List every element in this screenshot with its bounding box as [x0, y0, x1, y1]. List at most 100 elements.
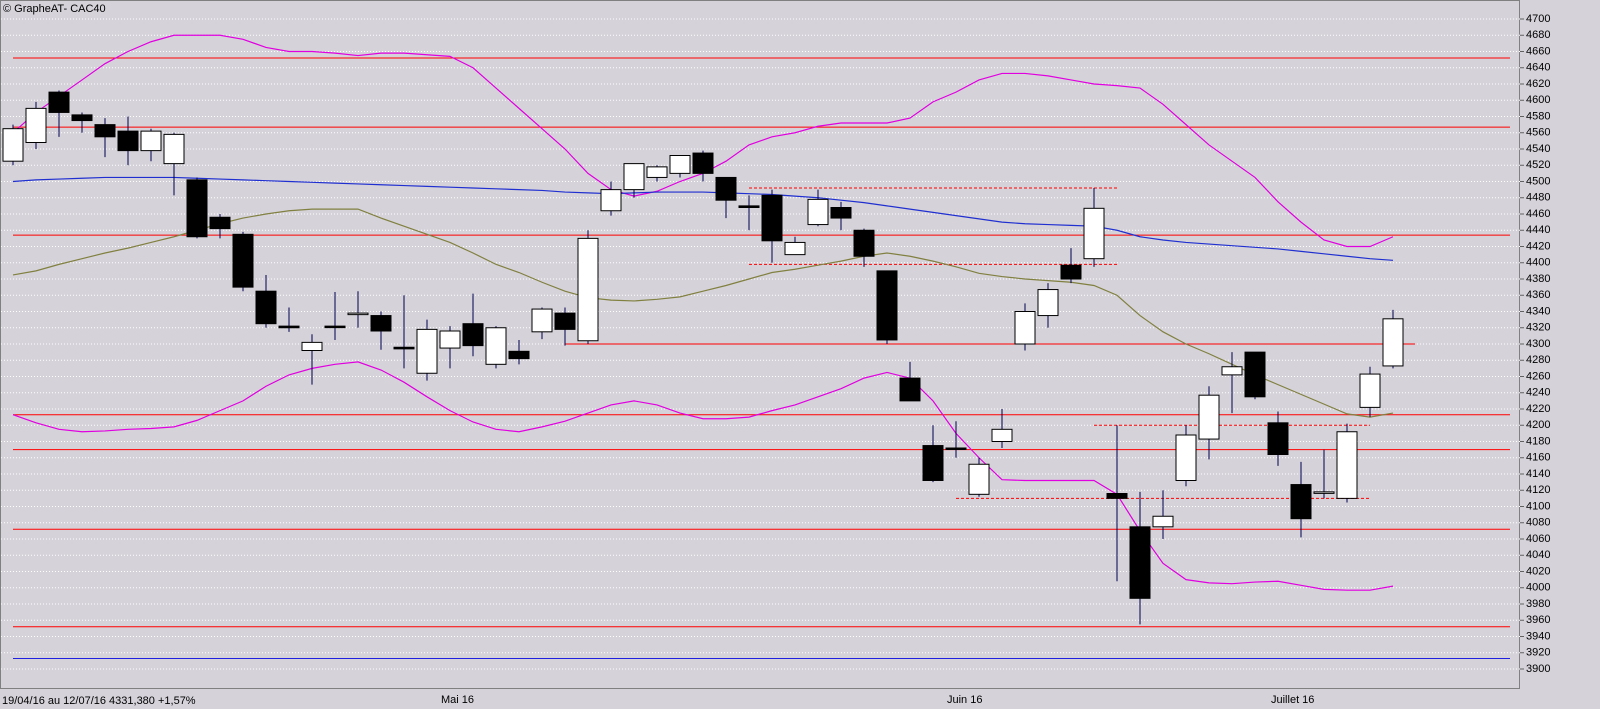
candle-body: [1106, 493, 1128, 499]
y-tick-label: 4580: [1526, 110, 1550, 122]
candle-body: [2, 128, 24, 162]
y-tick-label: 4040: [1526, 549, 1550, 561]
overlay-line: [12, 208, 1394, 418]
candle-body: [1060, 264, 1082, 280]
candle-body: [324, 325, 346, 329]
candle-body: [1152, 515, 1174, 528]
candle-body: [1221, 366, 1243, 376]
candle-body: [761, 194, 783, 242]
candle-body: [899, 377, 921, 402]
candle-body: [71, 114, 93, 122]
y-tick-label: 4060: [1526, 533, 1550, 545]
y-tick-label: 4220: [1526, 403, 1550, 415]
y-tick-label: 4340: [1526, 305, 1550, 317]
candle-body: [1129, 526, 1151, 599]
candle-body: [922, 445, 944, 481]
y-tick-label: 4320: [1526, 322, 1550, 334]
candle-body: [1037, 289, 1059, 317]
candle-body: [1313, 491, 1335, 494]
x-month-label: Mai 16: [441, 694, 474, 706]
candle-body: [692, 152, 714, 174]
candle-body: [393, 346, 415, 350]
y-tick-label: 4600: [1526, 94, 1550, 106]
candle-body: [416, 328, 438, 374]
x-month-label: Juillet 16: [1271, 694, 1314, 706]
candle-body: [278, 325, 300, 329]
y-tick-label: 4680: [1526, 29, 1550, 41]
candle-body: [715, 176, 737, 201]
y-tick-label: 3940: [1526, 630, 1550, 642]
candle-body: [1244, 351, 1266, 398]
candle-body: [1382, 318, 1404, 367]
y-tick-label: 4420: [1526, 240, 1550, 252]
candle-body: [554, 312, 576, 330]
candle-body: [1336, 431, 1358, 499]
candle-body: [1267, 422, 1289, 455]
y-tick-label: 4120: [1526, 484, 1550, 496]
candle-body: [968, 463, 990, 495]
candle-body: [370, 315, 392, 332]
candle-body: [117, 130, 139, 152]
y-tick-label: 4140: [1526, 468, 1550, 480]
y-tick-label: 4160: [1526, 452, 1550, 464]
candle-body: [1198, 394, 1220, 440]
y-tick-label: 4700: [1526, 13, 1550, 25]
candle-body: [600, 189, 622, 212]
candle-body: [623, 163, 645, 191]
candle-body: [25, 107, 47, 143]
candle-body: [646, 166, 668, 178]
y-tick-label: 4540: [1526, 143, 1550, 155]
y-tick-label: 4380: [1526, 273, 1550, 285]
candle-body: [209, 216, 231, 230]
candle-body: [163, 133, 185, 165]
chart-title: © GrapheAT- CAC40: [3, 3, 106, 15]
y-tick-label: 4640: [1526, 62, 1550, 74]
y-tick-label: 3980: [1526, 598, 1550, 610]
candle-body: [439, 330, 461, 349]
y-tick-label: 4300: [1526, 338, 1550, 350]
y-tick-label: 4500: [1526, 175, 1550, 187]
candle-body: [232, 233, 254, 288]
y-tick-label: 4660: [1526, 45, 1550, 57]
y-tick-label: 4000: [1526, 582, 1550, 594]
y-tick-label: 4080: [1526, 517, 1550, 529]
y-tick-label: 4280: [1526, 354, 1550, 366]
candle-body: [508, 350, 530, 360]
y-tick-label: 3960: [1526, 614, 1550, 626]
y-tick-label: 4200: [1526, 419, 1550, 431]
y-tick-label: 3920: [1526, 647, 1550, 659]
candle-body: [140, 130, 162, 152]
y-tick-label: 4440: [1526, 224, 1550, 236]
y-tick-label: 4620: [1526, 78, 1550, 90]
candle-body: [1083, 207, 1105, 260]
candle-body: [48, 91, 70, 113]
y-tick-label: 4240: [1526, 387, 1550, 399]
candle-body: [807, 198, 829, 226]
candle-body: [577, 237, 599, 342]
candle-body: [1175, 434, 1197, 481]
candle-body: [876, 270, 898, 341]
candle-body: [462, 323, 484, 347]
y-tick-label: 4100: [1526, 500, 1550, 512]
candle-body: [347, 312, 369, 316]
y-tick-label: 4400: [1526, 257, 1550, 269]
y-tick-label: 4020: [1526, 565, 1550, 577]
candle-body: [853, 229, 875, 257]
overlay-line: [12, 176, 1394, 261]
candle-body: [1014, 311, 1036, 345]
candle-body: [669, 155, 691, 174]
candle-body: [1290, 484, 1312, 520]
candle-body: [301, 341, 323, 351]
y-tick-label: 4520: [1526, 159, 1550, 171]
candle-body: [1359, 373, 1381, 408]
candle-body: [485, 327, 507, 365]
y-tick-label: 4480: [1526, 192, 1550, 204]
y-tick-label: 4260: [1526, 370, 1550, 382]
overlay-line: [12, 361, 1394, 591]
y-tick-label: 4460: [1526, 208, 1550, 220]
candle-body: [945, 447, 967, 450]
candle-body: [186, 179, 208, 238]
candle-body: [830, 207, 852, 219]
y-tick-label: 4560: [1526, 127, 1550, 139]
y-tick-label: 4360: [1526, 289, 1550, 301]
